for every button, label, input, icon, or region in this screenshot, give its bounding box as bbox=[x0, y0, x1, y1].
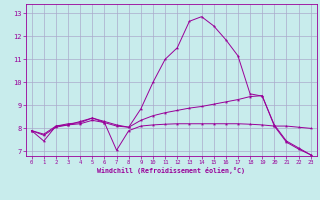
X-axis label: Windchill (Refroidissement éolien,°C): Windchill (Refroidissement éolien,°C) bbox=[97, 167, 245, 174]
